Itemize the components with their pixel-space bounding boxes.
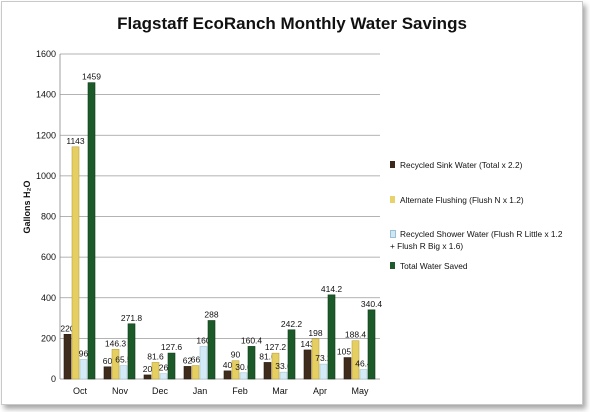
legend-swatch-sink — [390, 161, 395, 168]
data-label: 1143 — [66, 136, 85, 146]
data-label: 288 — [204, 310, 218, 320]
data-label: 60 — [103, 356, 113, 366]
legend-label-shower-cont: + Flush R Big x 1.6) — [390, 241, 464, 251]
y-tick-label: 400 — [41, 293, 56, 303]
bar-total-dec — [167, 352, 176, 380]
data-label: 220 — [60, 323, 74, 333]
y-tick-label: 1600 — [36, 49, 56, 59]
y-tick-label: 800 — [41, 212, 56, 222]
legend-swatch-flushing — [390, 196, 395, 203]
y-tick-label: 1000 — [36, 171, 56, 181]
y-tick-label: 0 — [51, 374, 56, 384]
bar-flushing-jan — [191, 365, 200, 380]
data-label: 65.5 — [115, 355, 132, 365]
legend-label-sink: Recycled Sink Water (Total x 2.2) — [400, 160, 523, 170]
bar-shower-mar — [279, 371, 288, 380]
bar-shower-oct — [79, 359, 88, 380]
bar-flushing-nov — [111, 348, 120, 380]
data-label: 73.2 — [315, 353, 332, 363]
legend-swatch-total — [390, 262, 395, 269]
data-label: 271.8 — [121, 313, 143, 323]
data-label: 127.6 — [161, 342, 183, 352]
chart-title: Flagstaff EcoRanch Monthly Water Savings — [117, 14, 467, 33]
bar-flushing-oct — [71, 146, 80, 380]
legend-label-total: Total Water Saved — [400, 261, 468, 271]
bar-total-nov — [127, 323, 136, 380]
data-label: 26 — [159, 363, 169, 373]
bar-total-apr — [327, 294, 336, 380]
legend-label-shower: Recycled Shower Water (Flush R Little x … — [400, 229, 563, 239]
data-label: 127.2 — [265, 342, 287, 352]
plot-area: 0 200 400 600 800 1000 1200 1400 1600 Oct 220 1143 9… — [36, 49, 383, 396]
bar-total-mar — [287, 329, 296, 380]
bar-shower-feb — [239, 372, 248, 380]
y-tick-label: 1400 — [36, 90, 56, 100]
y-tick-label: 600 — [41, 252, 56, 262]
bar-sink-oct — [63, 334, 72, 380]
data-label: 188.4 — [345, 330, 367, 340]
x-tick-label: Dec — [152, 386, 169, 396]
y-tick-label: 200 — [41, 333, 56, 343]
legend-swatch-shower — [390, 230, 396, 238]
bar-total-may — [367, 309, 376, 380]
data-label: 96 — [79, 349, 89, 359]
bar-shower-may — [359, 369, 368, 380]
data-label: 30.6 — [235, 362, 252, 372]
data-label: 40 — [223, 360, 233, 370]
legend-label-flushing: Alternate Flushing (Flush N x 1.2) — [400, 195, 524, 205]
data-label: 62 — [183, 355, 193, 365]
bar-total-jan — [207, 320, 216, 380]
bar-flushing-dec — [151, 362, 160, 380]
data-label: 90 — [231, 350, 241, 360]
bar-sink-feb — [223, 370, 232, 380]
data-label: 81.6 — [259, 351, 276, 361]
data-label: 242.2 — [281, 319, 303, 329]
x-tick-label: Mar — [272, 386, 288, 396]
data-label: 33.6 — [275, 361, 292, 371]
bar-sink-mar — [263, 362, 272, 380]
bar-shower-nov — [119, 365, 128, 380]
bar-sink-apr — [303, 349, 312, 380]
data-label: 160 — [196, 336, 210, 346]
data-label: 198 — [308, 328, 322, 338]
bar-sink-nov — [103, 366, 112, 380]
x-tick-label: May — [351, 386, 369, 396]
data-label: 340.4 — [361, 299, 383, 309]
bar-flushing-apr — [311, 338, 320, 380]
bar-shower-jan — [199, 346, 208, 380]
bar-total-oct — [87, 82, 96, 380]
data-label: 414.2 — [321, 284, 343, 294]
x-tick-label: Nov — [112, 386, 129, 396]
data-label: 105.6 — [337, 347, 359, 357]
x-tick-label: Oct — [73, 386, 88, 396]
bar-shower-dec — [159, 373, 168, 380]
bar-sink-jan — [183, 366, 192, 380]
data-label: 1459 — [82, 72, 101, 82]
data-label: 160.4 — [241, 335, 263, 345]
data-label: 66 — [191, 355, 201, 365]
data-label: 81.6 — [147, 351, 164, 361]
chart-frame: Flagstaff EcoRanch Monthly Water Savings… — [1, 1, 583, 405]
bar-flushing-mar — [271, 352, 280, 380]
x-tick-label: Feb — [232, 386, 248, 396]
data-label: 143 — [300, 339, 314, 349]
bar-sink-dec — [143, 374, 152, 380]
bar-total-feb — [247, 346, 256, 380]
bar-flushing-may — [351, 340, 360, 380]
bar-sink-may — [343, 357, 352, 380]
bar-shower-apr — [319, 363, 328, 380]
data-label: 46.4 — [355, 359, 372, 369]
bar-flushing-feb — [231, 360, 240, 380]
data-label: 20 — [143, 364, 153, 374]
data-label: 146.3 — [105, 338, 127, 348]
x-tick-label: Apr — [313, 386, 327, 396]
x-tick-label: Jan — [193, 386, 208, 396]
y-tick-label: 1200 — [36, 130, 56, 140]
